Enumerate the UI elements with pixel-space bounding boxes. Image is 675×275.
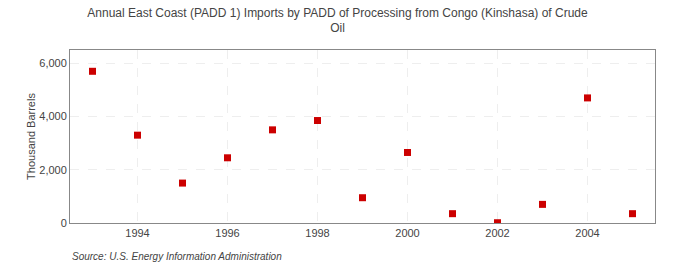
svg-text:2,000: 2,000 <box>39 164 67 176</box>
svg-text:1994: 1994 <box>125 227 149 239</box>
svg-text:6,000: 6,000 <box>39 57 67 69</box>
svg-text:4,000: 4,000 <box>39 110 67 122</box>
svg-text:Annual East Coast (PADD 1) Imp: Annual East Coast (PADD 1) Imports by PA… <box>87 6 588 36</box>
svg-text:Source: U.S. Energy Informatio: Source: U.S. Energy Information Administ… <box>72 251 282 262</box>
svg-text:2000: 2000 <box>395 227 419 239</box>
svg-text:2004: 2004 <box>575 227 599 239</box>
svg-text:0: 0 <box>61 217 67 229</box>
svg-text:1996: 1996 <box>215 227 239 239</box>
svg-text:1998: 1998 <box>305 227 329 239</box>
svg-text:Thousand Barrels: Thousand Barrels <box>25 93 37 180</box>
svg-text:2002: 2002 <box>485 227 509 239</box>
